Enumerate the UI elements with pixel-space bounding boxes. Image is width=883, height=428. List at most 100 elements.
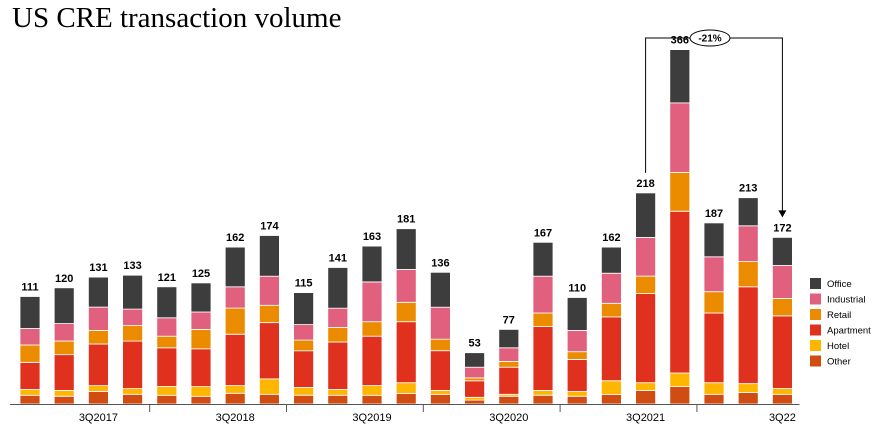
bar-segment-apartment-2q22 bbox=[737, 286, 759, 384]
legend-label-office: Office bbox=[827, 279, 852, 290]
bar-segment-retail-2q17 bbox=[53, 340, 75, 356]
bar-segment-office-1q20 bbox=[429, 271, 451, 308]
bar-segment-industrial-4q17 bbox=[122, 308, 143, 327]
bar-segment-other-1q22 bbox=[703, 393, 725, 405]
total-label-1q18: 121 bbox=[158, 272, 176, 284]
bar-segment-office-2q20 bbox=[464, 352, 486, 368]
bar-segment-hotel-2q17 bbox=[53, 389, 75, 397]
bar-segment-retail-1q21 bbox=[566, 351, 588, 360]
bar-segment-hotel-2q22 bbox=[737, 383, 759, 393]
bar-segment-apartment-1q17 bbox=[19, 361, 41, 390]
x-tick-label-3q2017: 3Q2017 bbox=[79, 412, 118, 424]
total-label-2q18: 125 bbox=[192, 268, 210, 280]
bar-segment-retail-4q20 bbox=[532, 312, 554, 328]
bar-segment-office-4q20 bbox=[532, 241, 554, 277]
bar-segment-hotel-3q17 bbox=[88, 385, 109, 392]
bar-segment-hotel-4q19 bbox=[395, 382, 417, 394]
bar-segment-retail-2q20 bbox=[464, 377, 486, 382]
legend-label-retail: Retail bbox=[827, 310, 851, 321]
total-label-3q21: 218 bbox=[636, 178, 654, 190]
bar-segment-office-4q18 bbox=[258, 235, 280, 277]
bar-segment-office-4q21 bbox=[669, 49, 691, 104]
bar-segment-industrial-1q19 bbox=[293, 324, 315, 341]
bar-segment-hotel-4q21 bbox=[669, 372, 691, 388]
x-tick-label-3q2021: 3Q2021 bbox=[626, 412, 665, 424]
total-label-1q21: 110 bbox=[568, 283, 586, 295]
bar-segment-other-4q19 bbox=[395, 392, 417, 405]
legend-label-apartment: Apartment bbox=[827, 326, 871, 337]
total-label-1q19: 115 bbox=[295, 278, 313, 290]
bar-segment-hotel-1q22 bbox=[703, 382, 725, 395]
bar-segment-industrial-3q19 bbox=[361, 281, 383, 323]
bar-segment-hotel-3q18 bbox=[224, 385, 246, 394]
bar-segment-apartment-3q17 bbox=[88, 343, 109, 386]
bar-segment-office-3q22 bbox=[772, 236, 793, 266]
bar-segment-office-1q21 bbox=[566, 297, 588, 331]
bar-segment-other-1q19 bbox=[293, 394, 315, 405]
bar-segment-apartment-1q18 bbox=[156, 347, 178, 387]
total-label-3q18: 162 bbox=[226, 232, 244, 244]
bar-segment-retail-4q18 bbox=[258, 304, 280, 324]
annotation-label: -21% bbox=[698, 34, 721, 45]
legend-label-industrial: Industrial bbox=[827, 295, 866, 306]
bar-segment-apartment-1q21 bbox=[566, 359, 588, 392]
legend-swatch-retail bbox=[810, 309, 821, 320]
bar-segment-other-3q21 bbox=[635, 389, 656, 405]
bar-segment-office-2q18 bbox=[190, 282, 212, 313]
bar-segment-retail-3q20 bbox=[498, 360, 520, 368]
bar-segment-office-4q17 bbox=[122, 274, 143, 310]
legend-swatch-office bbox=[810, 278, 821, 289]
bar-segment-industrial-1q20 bbox=[429, 306, 451, 340]
bar-segment-other-2q22 bbox=[737, 391, 759, 405]
bar-segment-industrial-2q21 bbox=[601, 272, 622, 304]
bar-segment-industrial-4q18 bbox=[258, 275, 280, 306]
legend-label-hotel: Hotel bbox=[827, 341, 849, 352]
bar-segment-apartment-4q21 bbox=[669, 210, 691, 374]
bar-segment-office-3q19 bbox=[361, 245, 383, 283]
x-tick-label-3q2019: 3Q2019 bbox=[352, 412, 391, 424]
total-label-3q22: 172 bbox=[773, 222, 791, 234]
bar-segment-apartment-1q19 bbox=[293, 350, 315, 388]
bar-segment-retail-4q21 bbox=[669, 172, 691, 212]
bar-segment-other-1q21 bbox=[566, 395, 588, 405]
bar-segment-apartment-4q18 bbox=[258, 322, 280, 380]
bar-segment-retail-3q17 bbox=[88, 329, 109, 345]
bar-segment-apartment-2q17 bbox=[53, 354, 75, 391]
bar-segment-hotel-4q17 bbox=[122, 388, 143, 395]
bar-segment-office-3q20 bbox=[498, 328, 520, 349]
bar-segment-other-4q21 bbox=[669, 386, 691, 405]
bar-segment-retail-2q19 bbox=[327, 327, 349, 343]
x-axis: 3Q2017 3Q2018 3Q2019 3Q2020 3Q2021 3Q22 bbox=[10, 404, 800, 424]
total-label-4q21: 366 bbox=[671, 35, 689, 47]
bar-segment-other-4q17 bbox=[122, 393, 143, 405]
bar-segment-industrial-3q18 bbox=[224, 286, 246, 309]
bar-segment-industrial-1q22 bbox=[703, 256, 725, 293]
bar-segment-retail-1q19 bbox=[293, 339, 315, 352]
bar-segment-industrial-3q21 bbox=[635, 236, 656, 277]
bar-segment-office-3q17 bbox=[88, 276, 109, 308]
bar-segment-industrial-1q21 bbox=[566, 329, 588, 353]
bar-segment-industrial-4q19 bbox=[395, 268, 417, 303]
bar-segment-apartment-2q20 bbox=[464, 380, 486, 398]
bar-segment-apartment-2q19 bbox=[327, 341, 349, 390]
bar-segment-other-3q18 bbox=[224, 392, 246, 405]
annotation-bracket bbox=[645, 37, 783, 212]
total-label-1q20: 136 bbox=[431, 257, 449, 269]
bar-segment-retail-1q20 bbox=[429, 338, 451, 352]
bar-segment-office-4q19 bbox=[395, 228, 417, 270]
total-label-3q19: 163 bbox=[363, 231, 381, 243]
bar-segment-office-3q18 bbox=[224, 246, 246, 288]
bar-segment-office-2q22 bbox=[737, 197, 759, 227]
bar-segment-industrial-3q20 bbox=[498, 347, 520, 362]
bar-segment-other-1q17 bbox=[19, 394, 41, 405]
bar-segment-office-1q17 bbox=[19, 296, 41, 329]
legend: Office Industrial Retail Apartment Hotel Othe… bbox=[810, 278, 871, 368]
x-tick-label-3q2018: 3Q2018 bbox=[216, 412, 255, 424]
total-label-1q17: 111 bbox=[21, 282, 38, 294]
chart-title: US CRE transaction volume bbox=[12, 2, 342, 34]
total-label-2q22: 213 bbox=[739, 183, 757, 195]
bar-segment-office-2q21 bbox=[601, 246, 622, 274]
x-tick-label-3q22: 3Q22 bbox=[769, 412, 796, 424]
bar-segment-hotel-3q21 bbox=[635, 382, 656, 391]
legend-label-other: Other bbox=[827, 357, 851, 368]
